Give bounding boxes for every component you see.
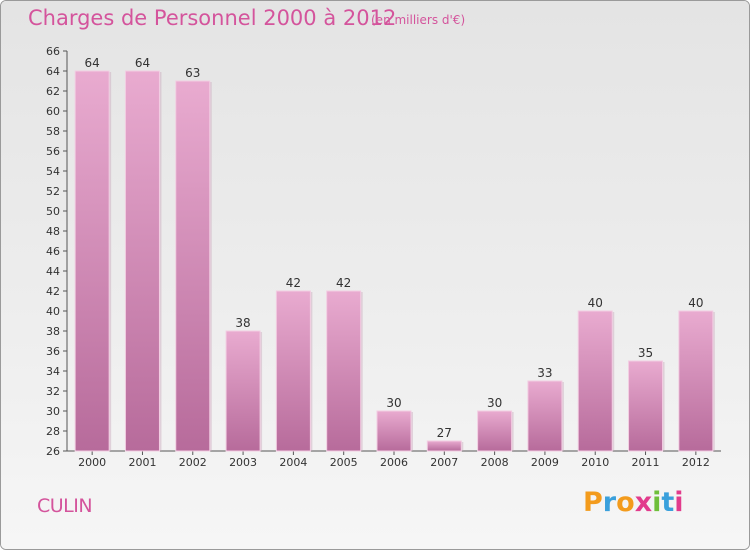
bar-2000[interactable] (74, 70, 110, 452)
x-tick-label: 2003 (229, 456, 257, 469)
logo-letter: P (583, 487, 603, 518)
x-tick-label: 2004 (279, 456, 307, 469)
bar-2010[interactable] (577, 310, 613, 452)
bar-2005[interactable] (326, 290, 362, 452)
y-tick-label: 48 (46, 225, 60, 238)
y-tick-label: 28 (46, 425, 60, 438)
logo-letter: x (634, 487, 653, 518)
bar-2002[interactable] (175, 80, 211, 452)
x-tick-label: 2008 (481, 456, 509, 469)
data-label: 35 (638, 346, 653, 360)
y-tick-label: 60 (46, 105, 60, 118)
logo-letter: i (652, 487, 662, 518)
y-tick-label: 40 (46, 305, 60, 318)
bar-2008[interactable] (477, 410, 513, 452)
data-label: 27 (437, 426, 452, 440)
y-tick-label: 52 (46, 185, 60, 198)
data-label: 64 (85, 56, 100, 70)
y-tick-label: 64 (46, 65, 60, 78)
x-tick-label: 2001 (128, 456, 156, 469)
data-label: 40 (688, 296, 703, 310)
bar-2006[interactable] (376, 410, 412, 452)
bar-2001[interactable] (124, 70, 160, 452)
data-label: 42 (336, 276, 351, 290)
bars: 64 64 63 38 42 42 30 27 30 33 40 35 40 (74, 56, 715, 452)
bar-2004[interactable] (275, 290, 311, 452)
y-tick-label: 58 (46, 125, 60, 138)
y-tick-label: 46 (46, 245, 60, 258)
x-tick-label: 2010 (581, 456, 609, 469)
axes: 26 28 30 32 34 36 38 40 42 44 46 48 50 52 54 56 58 60 62 64… (46, 45, 721, 469)
chart-subtitle: (en milliers d'€) (371, 13, 466, 27)
bar-2007[interactable] (426, 440, 462, 452)
y-tick-label: 36 (46, 345, 60, 358)
chart-title: Charges de Personnel 2000 à 2012 (28, 6, 397, 30)
bar-2009[interactable] (527, 380, 563, 452)
data-label: 63 (185, 66, 200, 80)
commune-name: CULIN (37, 495, 93, 517)
y-tick-label: 42 (46, 285, 60, 298)
y-tick-label: 50 (46, 205, 60, 218)
data-label: 38 (235, 316, 250, 330)
logo-letter: i (674, 487, 684, 518)
logo-letter: t (661, 487, 675, 518)
data-label: 33 (537, 366, 552, 380)
data-label: 42 (286, 276, 301, 290)
x-tick-label: 2009 (531, 456, 559, 469)
data-label: 40 (588, 296, 603, 310)
y-tick-label: 62 (46, 85, 60, 98)
y-tick-label: 44 (46, 265, 60, 278)
y-tick-label: 34 (46, 365, 60, 378)
y-tick-label: 26 (46, 445, 60, 458)
x-tick-label: 2000 (78, 456, 106, 469)
proxiti-logo[interactable]: Proxiti (583, 487, 684, 518)
y-tick-label: 38 (46, 325, 60, 338)
x-tick-label: 2002 (179, 456, 207, 469)
y-tick-label: 56 (46, 145, 60, 158)
y-tick-label: 66 (46, 45, 60, 58)
y-tick-label: 54 (46, 165, 60, 178)
logo-letter: r (602, 487, 617, 518)
data-label: 30 (487, 396, 502, 410)
bar-2012[interactable] (678, 310, 714, 452)
y-tick-label: 32 (46, 385, 60, 398)
data-label: 64 (135, 56, 150, 70)
x-tick-label: 2012 (682, 456, 710, 469)
bar-2011[interactable] (628, 360, 664, 452)
y-tick-label: 30 (46, 405, 60, 418)
x-tick-label: 2005 (330, 456, 358, 469)
logo-letter: o (616, 487, 635, 518)
bar-2003[interactable] (225, 330, 261, 452)
x-tick-label: 2011 (632, 456, 660, 469)
x-tick-label: 2006 (380, 456, 408, 469)
data-label: 30 (386, 396, 401, 410)
x-tick-label: 2007 (430, 456, 458, 469)
